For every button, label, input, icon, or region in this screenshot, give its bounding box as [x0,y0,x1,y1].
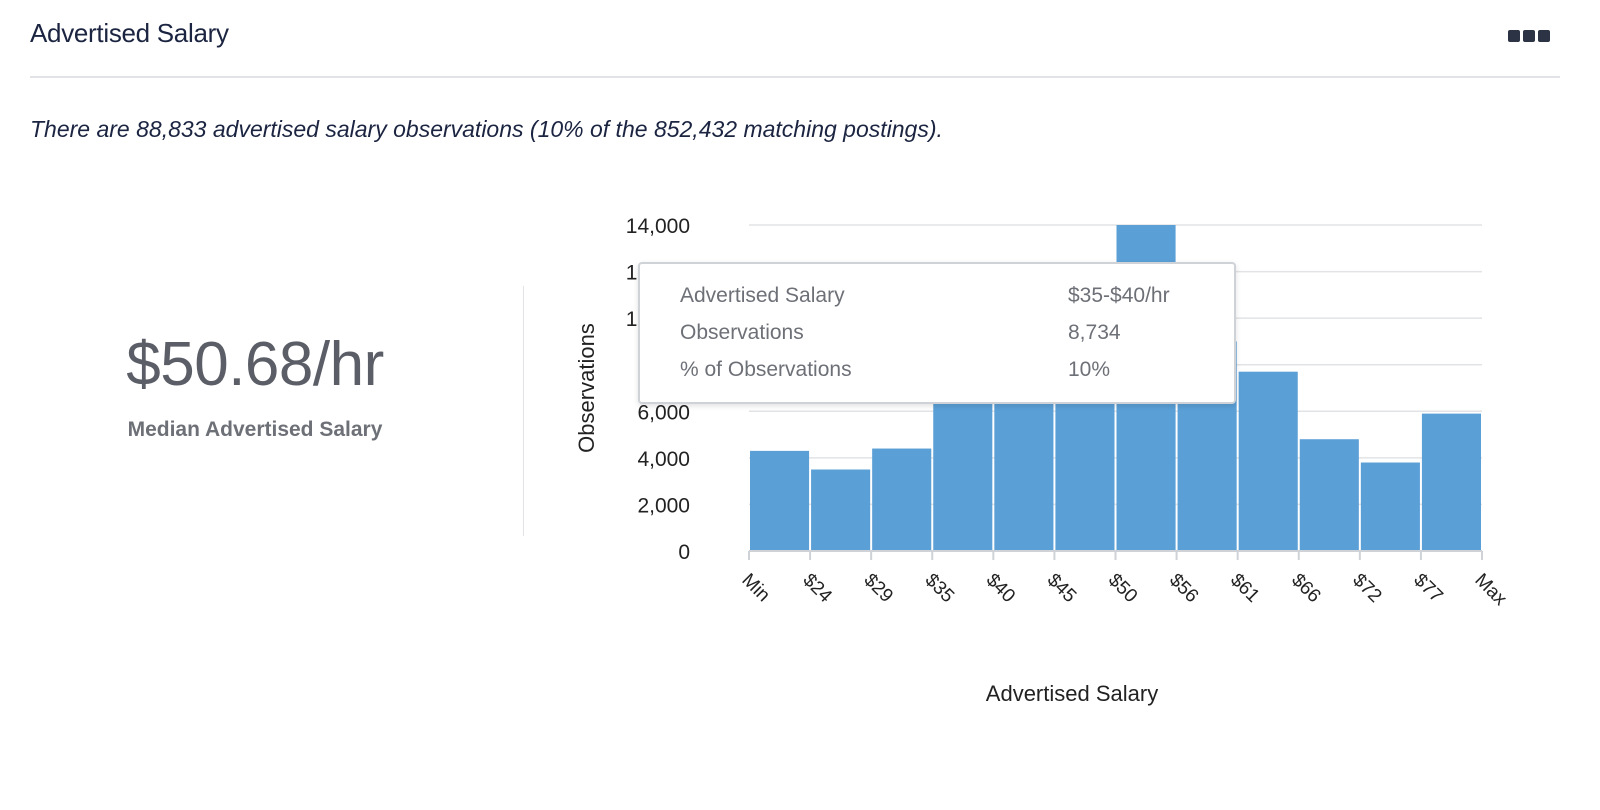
x-tick-label: $50 [1104,570,1141,607]
tooltip-row: % of Observations 10% [680,358,1220,388]
summary-postings: 852,432 [653,116,738,142]
tooltip-value: 10% [1068,358,1111,381]
histogram-bar[interactable] [750,450,810,551]
x-axis-title: Advertised Salary [986,681,1158,706]
median-salary-value: $50.68/hr [126,330,384,399]
x-tick-label: Max [1470,570,1511,611]
x-tick-label: $66 [1287,570,1324,607]
x-tick-label: $24 [799,570,837,608]
y-tick-label: 4,000 [637,448,690,471]
histogram-bar[interactable] [1299,439,1359,551]
panel-title: Advertised Salary [30,18,229,48]
more-options-icon[interactable] [1508,30,1552,44]
tooltip-row: Observations 8,734 [680,321,1220,351]
histogram-bar[interactable] [1238,371,1298,551]
menu-dot [1508,30,1520,42]
tooltip-key: Observations [680,321,804,344]
y-tick-label: 14,000 [626,215,690,238]
summary-prefix: There are [30,116,137,142]
x-tick-label: $77 [1409,570,1446,607]
vertical-separator [523,286,524,536]
y-tick-label: 6,000 [637,401,690,424]
header-divider [30,76,1560,78]
x-tick-label: $29 [860,570,897,607]
y-tick-label: 2,000 [637,494,690,517]
chart-tooltip: Advertised Salary $35-$40/hr Observation… [638,262,1236,404]
x-tick-label: $61 [1226,570,1263,607]
y-tick-label: 0 [678,541,690,564]
menu-dot [1538,30,1550,42]
x-tick-label: $40 [982,570,1019,607]
x-tick-label: $56 [1165,570,1202,607]
tooltip-key: Advertised Salary [680,284,845,307]
median-salary-label: Median Advertised Salary [127,418,383,441]
tooltip-key: % of Observations [680,358,852,381]
histogram-bar[interactable] [872,448,932,551]
tooltip-row: Advertised Salary $35-$40/hr [680,284,1220,314]
x-tick-label: Min [737,570,774,607]
median-salary-block: $50.68/hr Median Advertised Salary [30,330,480,442]
y-axis-title: Observations [574,323,599,453]
summary-middle: advertised salary observations (10% of t… [206,116,654,142]
histogram-bar[interactable] [811,469,871,552]
histogram-bar[interactable] [1360,462,1420,551]
summary-text: There are 88,833 advertised salary obser… [30,116,943,143]
summary-suffix: matching postings). [737,116,943,142]
x-tick-label: $45 [1043,570,1080,607]
x-tick-label: $35 [921,570,958,607]
tooltip-value: $35-$40/hr [1068,284,1170,307]
summary-observations: 88,833 [136,116,207,142]
tooltip-value: 8,734 [1068,321,1121,344]
menu-dot [1523,30,1535,42]
x-tick-label: $72 [1348,570,1385,607]
histogram-bar[interactable] [1421,413,1481,551]
